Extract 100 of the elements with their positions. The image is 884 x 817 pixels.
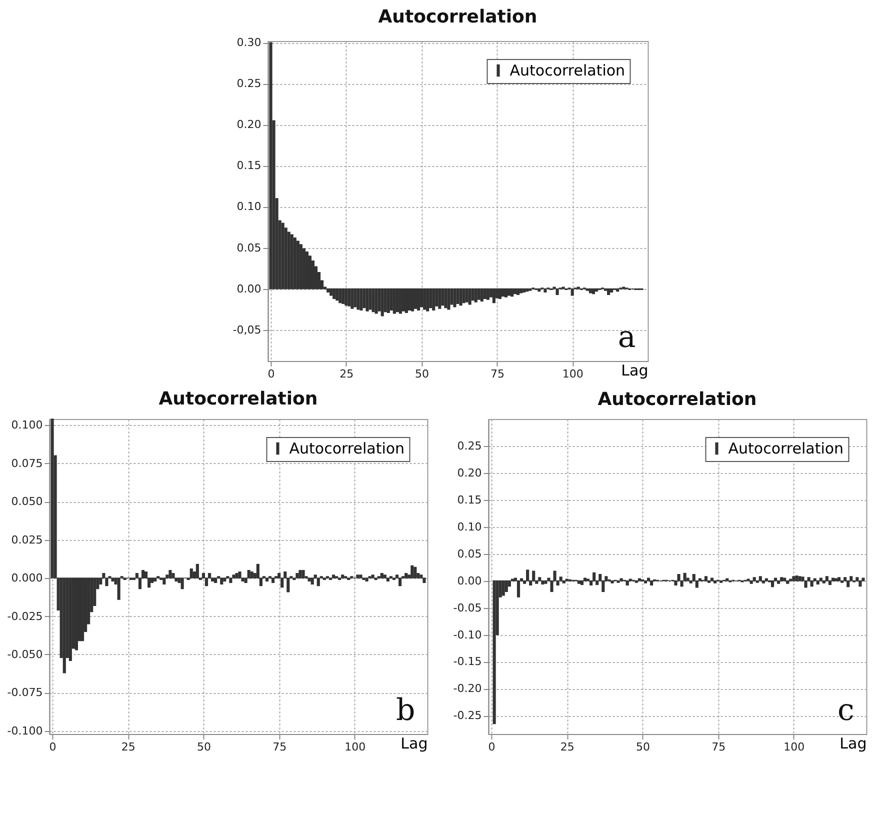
bar xyxy=(196,564,199,578)
bar xyxy=(447,288,450,310)
bar xyxy=(462,288,466,304)
bar xyxy=(332,288,336,300)
bar xyxy=(538,577,542,582)
bar xyxy=(162,578,166,585)
y-tick-label: 0.00 xyxy=(236,282,262,296)
bar xyxy=(594,288,598,292)
bar xyxy=(332,574,336,578)
bar xyxy=(386,578,390,582)
bar xyxy=(750,580,753,584)
bar xyxy=(520,288,523,294)
y-tick-label: -0.25 xyxy=(453,709,482,722)
bar xyxy=(562,580,566,584)
bar xyxy=(783,578,786,582)
bar xyxy=(172,573,175,578)
bar xyxy=(190,568,193,578)
y-tick-label: 0.10 xyxy=(457,520,482,534)
bar xyxy=(559,576,562,582)
chart-title: Autocorrelation xyxy=(378,6,538,28)
y-tick-label: 0.050 xyxy=(11,495,43,508)
bar xyxy=(474,288,478,302)
y-tick-label: -0.025 xyxy=(7,610,43,623)
y-tick-label: -0,05 xyxy=(232,323,262,336)
bar xyxy=(526,570,530,582)
annotation: b xyxy=(396,693,416,728)
bar xyxy=(822,580,826,584)
y-tick-label: 0.05 xyxy=(457,547,482,560)
bar xyxy=(456,288,460,304)
bar xyxy=(220,578,224,585)
bar xyxy=(477,288,480,300)
bar xyxy=(592,288,595,294)
bar xyxy=(650,580,654,586)
bar xyxy=(819,578,822,582)
bar xyxy=(214,578,218,584)
bar xyxy=(777,580,780,584)
bar xyxy=(607,288,610,295)
bar xyxy=(646,578,650,582)
bar xyxy=(398,578,402,586)
x-tick-label: 75 xyxy=(490,368,504,380)
bar xyxy=(570,288,574,296)
bar xyxy=(577,580,581,584)
y-tick-label: 0.30 xyxy=(236,36,262,50)
bar xyxy=(465,288,468,302)
bar xyxy=(795,576,798,582)
bar xyxy=(250,572,254,578)
bar xyxy=(526,288,529,292)
x-tick-label: 50 xyxy=(196,740,211,754)
y-tick-label: -0.15 xyxy=(453,655,482,668)
bar xyxy=(265,578,269,582)
x-tick-label: 75 xyxy=(272,740,287,754)
y-tick-label: 0.25 xyxy=(236,77,262,90)
legend-label: Autocorrelation xyxy=(510,62,626,80)
y-tick-label: 0.20 xyxy=(457,466,482,480)
y-tick-label: 0.00 xyxy=(457,574,482,588)
x-tick-label: 25 xyxy=(121,740,136,754)
bar xyxy=(310,578,314,585)
bar xyxy=(341,574,344,578)
bar xyxy=(326,288,330,292)
y-tick-label: 0.25 xyxy=(457,439,482,452)
annotation: a xyxy=(618,320,636,355)
bar xyxy=(710,578,714,582)
bar xyxy=(154,578,157,582)
bar xyxy=(502,580,505,596)
bar xyxy=(816,580,820,584)
bar xyxy=(362,288,366,308)
bar xyxy=(359,574,362,578)
bar xyxy=(758,576,762,582)
bar xyxy=(556,288,559,295)
x-axis-title: Lag xyxy=(840,734,867,752)
bar xyxy=(380,288,384,316)
bar xyxy=(356,574,360,578)
x-tick-label: 50 xyxy=(636,740,650,754)
bar xyxy=(780,577,784,582)
bar xyxy=(380,573,384,578)
x-tick-label: 100 xyxy=(344,740,366,754)
bar xyxy=(444,288,448,308)
annotation: c xyxy=(837,693,854,728)
x-axis-title: Lag xyxy=(621,362,648,380)
bar xyxy=(235,573,238,578)
bar xyxy=(269,42,272,290)
y-tick-label: 0.20 xyxy=(236,118,262,132)
bar xyxy=(704,576,708,582)
x-tick-label: 25 xyxy=(340,368,354,380)
y-tick-label: 0.05 xyxy=(236,241,262,254)
bar xyxy=(366,288,369,312)
x-tick-label: 0 xyxy=(49,740,56,754)
bar xyxy=(538,288,541,292)
legend-label: Autocorrelation xyxy=(289,440,405,458)
y-tick-label: 0.025 xyxy=(11,533,43,546)
bar xyxy=(368,288,372,310)
bar xyxy=(498,288,502,300)
bar xyxy=(342,288,345,304)
bar xyxy=(846,580,850,588)
bar xyxy=(271,578,275,584)
y-tick-label: -0.100 xyxy=(7,724,43,738)
bar xyxy=(168,570,172,578)
bar xyxy=(50,418,54,578)
bar xyxy=(238,572,242,578)
bar xyxy=(838,577,841,582)
